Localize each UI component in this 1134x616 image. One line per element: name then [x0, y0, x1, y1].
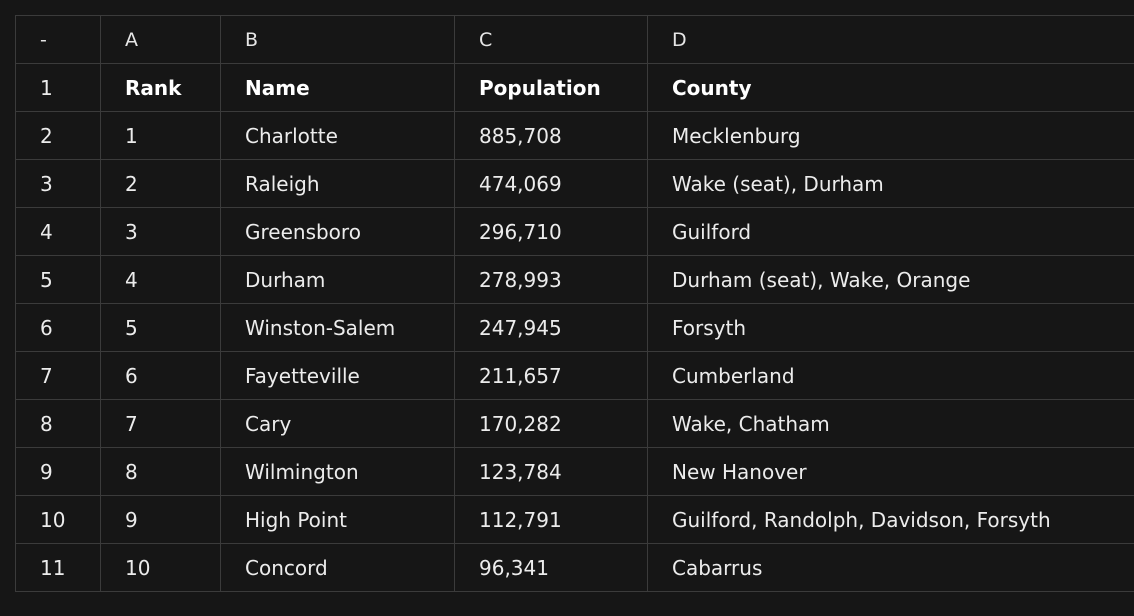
- cell-name[interactable]: Wilmington: [220, 447, 455, 496]
- cell-rank[interactable]: 6: [100, 351, 221, 400]
- cell-rank[interactable]: 8: [100, 447, 221, 496]
- cell-county[interactable]: Durham (seat), Wake, Orange: [647, 255, 1134, 304]
- row-number[interactable]: 9: [15, 447, 101, 496]
- cell-name[interactable]: Cary: [220, 399, 455, 448]
- row-number[interactable]: 7: [15, 351, 101, 400]
- row-number[interactable]: 5: [15, 255, 101, 304]
- row-number[interactable]: 11: [15, 543, 101, 592]
- cell-county[interactable]: Guilford: [647, 207, 1134, 256]
- row-number[interactable]: 6: [15, 303, 101, 352]
- cell-rank[interactable]: 1: [100, 111, 221, 160]
- cell-name[interactable]: Fayetteville: [220, 351, 455, 400]
- cell-population[interactable]: 296,710: [454, 207, 648, 256]
- cell-rank[interactable]: 7: [100, 399, 221, 448]
- column-header-d[interactable]: D: [647, 15, 1134, 64]
- cell-name[interactable]: Greensboro: [220, 207, 455, 256]
- row-number[interactable]: 2: [15, 111, 101, 160]
- cell-county[interactable]: New Hanover: [647, 447, 1134, 496]
- cell-rank[interactable]: 5: [100, 303, 221, 352]
- cell-rank[interactable]: Rank: [100, 63, 221, 112]
- table-row: 9 8 Wilmington 123,784 New Hanover: [15, 447, 1134, 496]
- row-number[interactable]: 8: [15, 399, 101, 448]
- cell-county[interactable]: County: [647, 63, 1134, 112]
- cell-population[interactable]: 170,282: [454, 399, 648, 448]
- table-row: 7 6 Fayetteville 211,657 Cumberland: [15, 351, 1134, 400]
- cell-name[interactable]: Concord: [220, 543, 455, 592]
- table-row: 5 4 Durham 278,993 Durham (seat), Wake, …: [15, 255, 1134, 304]
- cell-name[interactable]: High Point: [220, 495, 455, 544]
- cell-name[interactable]: Charlotte: [220, 111, 455, 160]
- table-row: 6 5 Winston-Salem 247,945 Forsyth: [15, 303, 1134, 352]
- cell-county[interactable]: Forsyth: [647, 303, 1134, 352]
- cell-population[interactable]: 211,657: [454, 351, 648, 400]
- cell-population[interactable]: 247,945: [454, 303, 648, 352]
- cell-name[interactable]: Durham: [220, 255, 455, 304]
- table-row: 11 10 Concord 96,341 Cabarrus: [15, 543, 1134, 592]
- row-number[interactable]: 4: [15, 207, 101, 256]
- cell-rank[interactable]: 2: [100, 159, 221, 208]
- cell-population[interactable]: 112,791: [454, 495, 648, 544]
- column-header-c[interactable]: C: [454, 15, 648, 64]
- table-row: 10 9 High Point 112,791 Guilford, Randol…: [15, 495, 1134, 544]
- cell-county[interactable]: Mecklenburg: [647, 111, 1134, 160]
- table-row: 8 7 Cary 170,282 Wake, Chatham: [15, 399, 1134, 448]
- cell-name[interactable]: Name: [220, 63, 455, 112]
- column-header-a[interactable]: A: [100, 15, 221, 64]
- table-row: 3 2 Raleigh 474,069 Wake (seat), Durham: [15, 159, 1134, 208]
- cell-county[interactable]: Cumberland: [647, 351, 1134, 400]
- cell-rank[interactable]: 9: [100, 495, 221, 544]
- cell-rank[interactable]: 10: [100, 543, 221, 592]
- cell-county[interactable]: Wake (seat), Durham: [647, 159, 1134, 208]
- row-number[interactable]: 1: [15, 63, 101, 112]
- spreadsheet-body: - A B C D 1 Rank Name Population County …: [15, 15, 1134, 592]
- cell-county[interactable]: Guilford, Randolph, Davidson, Forsyth: [647, 495, 1134, 544]
- table-row: 1 Rank Name Population County: [15, 63, 1134, 112]
- row-number[interactable]: 10: [15, 495, 101, 544]
- table-row: 4 3 Greensboro 296,710 Guilford: [15, 207, 1134, 256]
- column-header-row: - A B C D: [15, 15, 1134, 64]
- cell-population[interactable]: 278,993: [454, 255, 648, 304]
- row-number[interactable]: 3: [15, 159, 101, 208]
- cell-population[interactable]: Population: [454, 63, 648, 112]
- cell-population[interactable]: 474,069: [454, 159, 648, 208]
- cell-county[interactable]: Wake, Chatham: [647, 399, 1134, 448]
- cell-population[interactable]: 96,341: [454, 543, 648, 592]
- cell-name[interactable]: Raleigh: [220, 159, 455, 208]
- spreadsheet-grid: - A B C D 1 Rank Name Population County …: [15, 15, 1134, 592]
- cell-name[interactable]: Winston-Salem: [220, 303, 455, 352]
- cell-population[interactable]: 123,784: [454, 447, 648, 496]
- cell-rank[interactable]: 4: [100, 255, 221, 304]
- corner-cell[interactable]: -: [15, 15, 101, 64]
- cell-rank[interactable]: 3: [100, 207, 221, 256]
- cell-county[interactable]: Cabarrus: [647, 543, 1134, 592]
- column-header-b[interactable]: B: [220, 15, 455, 64]
- cell-population[interactable]: 885,708: [454, 111, 648, 160]
- table-row: 2 1 Charlotte 885,708 Mecklenburg: [15, 111, 1134, 160]
